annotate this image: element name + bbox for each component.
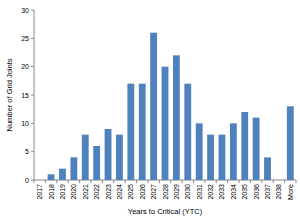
x-tick [284,180,285,183]
bar [116,135,123,180]
bar [48,174,55,180]
x-tick [45,180,46,183]
x-tick [227,180,228,183]
bar [264,157,271,180]
y-tick [31,151,34,152]
y-tick-label: 20 [21,63,29,70]
x-tick-label: 2022 [93,184,100,200]
x-tick-label: 2032 [207,184,214,200]
x-tick-label: 2018 [48,184,55,200]
bar [150,33,157,180]
x-tick [34,180,35,183]
x-tick-label: 2020 [70,184,77,200]
y-tick-label: 5 [25,148,29,155]
bar [275,180,282,181]
x-tick [239,180,240,183]
y-tick-label: 30 [21,7,29,14]
bar [36,180,43,181]
chart: 0510152025302017201820192020202120222023… [0,0,300,218]
x-tick [113,180,114,183]
bars [48,33,294,180]
x-tick-label: More [287,184,294,200]
x-tick-label: 2025 [127,184,134,200]
bar [253,118,260,180]
x-tick [216,180,217,183]
x-tick [68,180,69,183]
y-axis-title: Number of Grid Joints [5,58,14,131]
x-tick-label: 2019 [59,184,66,200]
x-tick-label: 2017 [36,184,43,200]
x-tick [79,180,80,183]
y-tick [31,66,34,67]
x-tick [90,180,91,183]
bar [207,135,214,180]
x-tick-label: 2033 [218,184,225,200]
bar [184,84,191,180]
y-tick [31,10,34,11]
bar [196,123,203,180]
x-tick [296,180,297,183]
bar [173,55,180,180]
x-tick-label: 2026 [139,184,146,200]
x-tick-label: 2035 [241,184,248,200]
x-tick-label: 2027 [150,184,157,200]
x-tick-label: 2038 [275,184,282,200]
bar [162,67,169,180]
x-axis-title: Years to Critical (YTC) [128,207,203,216]
x-tick [261,180,262,183]
x-tick-label: 2023 [105,184,112,200]
x-tick [204,180,205,183]
y-tick-label: 10 [21,120,29,127]
x-tick-label: 2037 [264,184,271,200]
y-tick-label: 15 [21,92,29,99]
x-tick [125,180,126,183]
bar [59,169,66,180]
bar [219,135,226,180]
x-tick [273,180,274,183]
x-tick [159,180,160,183]
bar [230,123,237,180]
bar [93,146,100,180]
bar [287,106,294,180]
y-tick [31,38,34,39]
x-tick [56,180,57,183]
bar [105,129,112,180]
bar [70,157,77,180]
bar [82,135,89,180]
bar [139,84,146,180]
x-tick-label: 2028 [162,184,169,200]
x-tick-label: 2030 [184,184,191,200]
bar [127,84,134,180]
x-tick [182,180,183,183]
y-tick [31,123,34,124]
x-tick-label: 2036 [253,184,260,200]
x-tick [102,180,103,183]
x-tick [193,180,194,183]
x-tick [136,180,137,183]
x-tick [250,180,251,183]
x-tick [147,180,148,183]
y-tick [31,95,34,96]
x-tick-label: 2029 [173,184,180,200]
x-tick-label: 2031 [196,184,203,200]
x-tick-label: 2024 [116,184,123,200]
x-tick [170,180,171,183]
bar [241,112,248,180]
y-tick-label: 0 [25,177,29,184]
x-tick-label: 2034 [230,184,237,200]
x-tick-label: 2021 [82,184,89,200]
y-tick-label: 25 [21,35,29,42]
